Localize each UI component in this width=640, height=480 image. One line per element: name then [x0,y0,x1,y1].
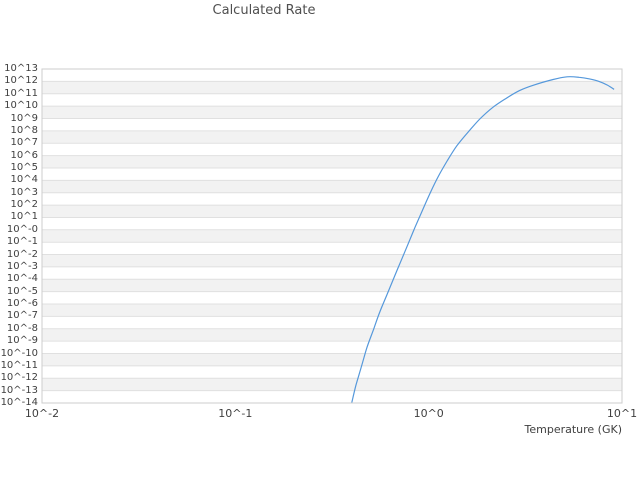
y-tick-label: 10^12 [4,75,38,87]
y-tick-label: 10^-4 [6,273,38,285]
y-tick-label: 10^-1 [6,236,38,248]
y-tick-label: 10^-11 [0,359,38,371]
y-tick-label: 10^11 [4,87,38,99]
chart-title: Calculated Rate [212,3,316,18]
y-tick-label: 10^9 [10,112,38,124]
x-tick-label: 10^-1 [218,407,253,420]
y-tick-label: 10^7 [10,137,38,149]
y-tick-label: 10^-14 [0,397,38,408]
rate-curve [351,76,615,403]
y-tick-label: 10^-9 [6,335,38,347]
x-axis-title: Temperature (GK) [524,423,623,436]
y-tick-label: 10^-8 [6,322,38,334]
y-tick-label: 10^2 [10,199,38,211]
x-tick-label: 10^0 [413,407,444,420]
y-tick-label: 10^4 [10,174,38,186]
y-tick-label: 10^-12 [0,372,38,384]
y-tick-label: 10^10 [4,100,38,112]
y-tick-label: 10^13 [4,63,38,74]
x-tick-label: 10^1 [606,407,638,420]
y-tick-label: 10^1 [10,211,38,223]
y-tick-label: 10^-6 [6,298,38,309]
x-tick-label: 10^-2 [24,407,60,420]
y-tick-label: 10^-3 [6,260,38,272]
y-tick-label: 10^-13 [0,384,38,396]
y-tick-label: 10^8 [10,124,38,136]
y-tick-label: 10^3 [10,186,38,198]
y-tick-label: 10^-2 [6,248,38,260]
y-tick-label: 10^-7 [6,310,38,322]
y-tick-label: 10^5 [10,162,38,173]
y-tick-label: 10^-0 [6,223,38,235]
y-tick-label: 10^-10 [0,347,38,359]
y-tick-label: 10^-5 [6,285,38,297]
y-tick-label: 10^6 [10,149,38,161]
